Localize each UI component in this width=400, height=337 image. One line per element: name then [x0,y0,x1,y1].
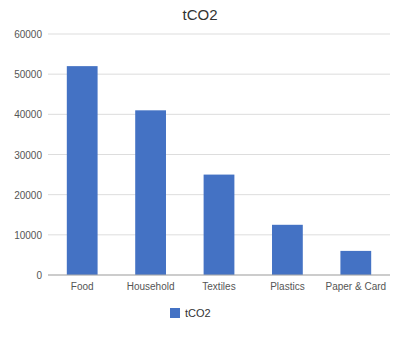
bar [135,110,166,275]
legend-swatch [170,308,180,318]
x-tick-label: Food [71,281,94,292]
bars [67,66,371,275]
x-axis-line [48,275,390,276]
x-tick-label: Textiles [202,281,235,292]
legend-label: tCO2 [185,307,211,319]
x-tick-label: Plastics [270,281,304,292]
x-tick-label: Paper & Card [326,281,387,292]
grid-line [48,34,390,35]
y-tick-label: 0 [36,270,42,281]
grid-line [48,154,390,155]
bar [67,66,98,275]
bar [340,251,371,275]
x-axis: Food Household Textiles Plastics Paper & Car… [71,281,386,292]
y-tick-label: 20000 [14,190,42,201]
title: tCO2 [182,6,217,23]
chart-container: tCO2 0 10000 20000 30000 40000 50000 60000 Food H… [0,0,400,337]
x-tick-label: Household [127,281,175,292]
y-axis: 0 10000 20000 30000 40000 50000 60000 [14,29,390,281]
bar [204,175,235,275]
legend: tCO2 [170,307,211,319]
grid-line [48,74,390,75]
y-tick-label: 60000 [14,29,42,40]
y-tick-label: 30000 [14,150,42,161]
y-tick-label: 50000 [14,69,42,80]
y-tick-label: 10000 [14,230,42,241]
chart-svg: tCO2 0 10000 20000 30000 40000 50000 60000 Food H… [0,0,400,337]
y-tick-label: 40000 [14,109,42,120]
grid-line [48,275,390,276]
bar [272,225,303,275]
grid-line [48,114,390,115]
